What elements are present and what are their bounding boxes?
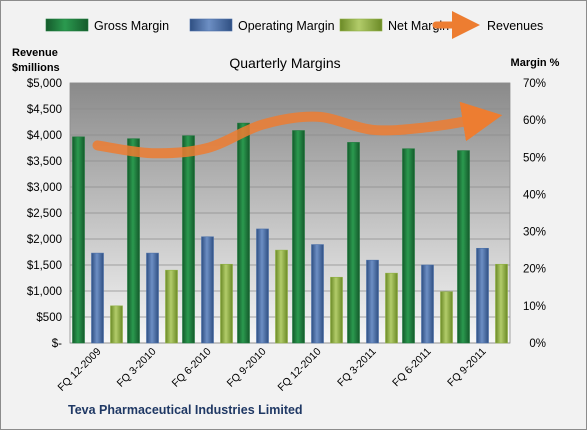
left-tick-label: $5,000 bbox=[27, 78, 62, 90]
right-tick-label: 60% bbox=[523, 115, 546, 127]
bar-gross-margin bbox=[127, 138, 140, 344]
left-tick-label: $1,000 bbox=[27, 286, 62, 298]
right-tick-label: 10% bbox=[523, 301, 546, 313]
legend-label: Revenues bbox=[487, 19, 543, 33]
left-tick-label: $3,500 bbox=[27, 156, 62, 168]
left-tick-label: $- bbox=[52, 338, 62, 350]
bar-net-margin bbox=[385, 272, 398, 344]
bar-net-margin bbox=[110, 305, 123, 344]
left-tick-label: $2,500 bbox=[27, 208, 62, 220]
bar-operating-margin bbox=[201, 236, 214, 344]
bar-net-margin bbox=[330, 276, 343, 344]
left-tick-label: $2,000 bbox=[27, 234, 62, 246]
bar-gross-margin bbox=[72, 136, 85, 344]
bar-operating-margin bbox=[476, 247, 489, 344]
right-tick-label: 70% bbox=[523, 78, 546, 90]
gridlines bbox=[70, 82, 510, 344]
legend-label: Gross Margin bbox=[94, 19, 169, 33]
left-axis-ticks: $- $500 $1,000 $1,500 $2,000 $2,500 $3,000 $3,5… bbox=[27, 78, 62, 350]
right-tick-label: 30% bbox=[523, 227, 546, 239]
revenue-point bbox=[262, 124, 264, 126]
bar-net-margin bbox=[495, 263, 508, 344]
left-tick-label: $3,000 bbox=[27, 182, 62, 194]
revenue-point bbox=[372, 129, 374, 131]
bar-gross-margin bbox=[402, 148, 415, 344]
bar-net-margin bbox=[165, 269, 178, 344]
right-tick-label: 50% bbox=[523, 152, 546, 164]
bar-gross-margin bbox=[237, 122, 250, 344]
left-tick-label: $4,000 bbox=[27, 130, 62, 142]
revenue-line bbox=[92, 101, 503, 159]
legend-label: Operating Margin bbox=[238, 19, 335, 33]
bar-operating-margin bbox=[91, 252, 104, 344]
legend-swatch bbox=[45, 18, 89, 32]
bar-net-margin bbox=[440, 291, 453, 344]
bar-operating-margin bbox=[311, 244, 324, 344]
left-axis-label-line1: Revenue bbox=[12, 47, 58, 59]
left-axis-label-line2: $millions bbox=[12, 62, 60, 74]
bar-gross-margin bbox=[292, 130, 305, 344]
revenue-point bbox=[482, 117, 484, 119]
left-tick-label: $1,500 bbox=[27, 260, 62, 272]
revenue-point bbox=[427, 126, 429, 128]
bar-gross-margin bbox=[347, 142, 360, 344]
bar-net-margin bbox=[275, 249, 288, 344]
right-tick-label: 40% bbox=[523, 189, 546, 201]
left-tick-label: $4,500 bbox=[27, 104, 62, 116]
revenue-point bbox=[207, 147, 209, 149]
bar-series bbox=[72, 122, 508, 344]
revenue-point bbox=[317, 116, 319, 118]
left-tick-label: $500 bbox=[36, 312, 62, 324]
chart-title: Quarterly Margins bbox=[229, 55, 340, 71]
bar-operating-margin bbox=[421, 264, 434, 344]
legend-swatch bbox=[339, 18, 383, 32]
bar-operating-margin bbox=[366, 259, 379, 344]
revenue-point bbox=[152, 152, 154, 154]
right-tick-label: 20% bbox=[523, 264, 546, 276]
revenue-series bbox=[92, 101, 503, 159]
bar-gross-margin bbox=[457, 150, 470, 344]
revenue-point bbox=[97, 144, 99, 146]
right-axis-ticks: 0% 10% 20% 30% 40% 50% 60% 70% bbox=[523, 78, 546, 350]
legend-swatch bbox=[189, 18, 233, 32]
bar-operating-margin bbox=[256, 228, 269, 344]
legend: Gross Margin Operating Margin Net Margin Re… bbox=[45, 11, 543, 39]
bar-gross-margin bbox=[182, 135, 195, 344]
right-axis-label: Margin % bbox=[511, 57, 560, 69]
company-caption: Teva Pharmaceutical Industries Limited bbox=[68, 403, 303, 417]
right-tick-label: 0% bbox=[529, 338, 546, 350]
bar-net-margin bbox=[220, 263, 233, 344]
bar-operating-margin bbox=[146, 252, 159, 344]
